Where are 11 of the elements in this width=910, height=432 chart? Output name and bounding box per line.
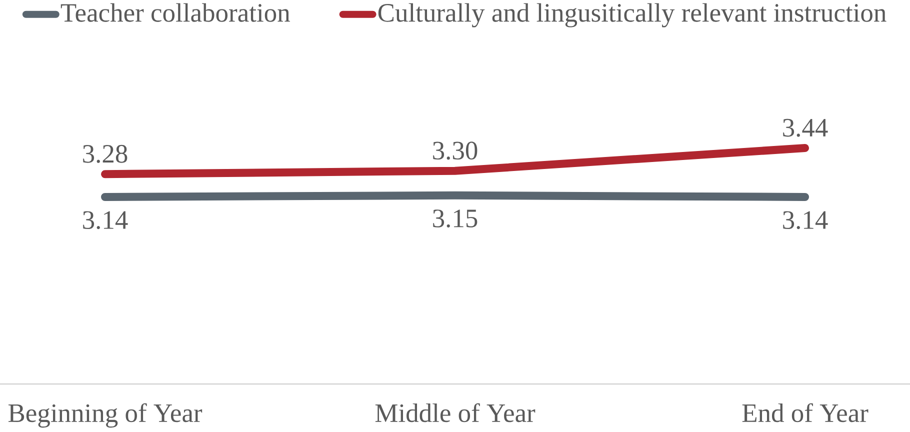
- x-tick-label: End of Year: [742, 403, 868, 422]
- data-label: 3.14: [783, 211, 828, 230]
- data-label: 3.14: [83, 211, 128, 230]
- data-label: 3.44: [783, 118, 828, 137]
- data-label: 3.15: [433, 210, 478, 228]
- legend-label: Teacher collaboration: [60, 3, 290, 22]
- x-tick-label: Middle of Year: [375, 403, 536, 422]
- data-label: 3.28: [83, 144, 128, 163]
- data-label: 3.30: [433, 142, 478, 160]
- x-tick-label: Beginning of Year: [8, 403, 202, 428]
- legend-label: Culturally and lingusitically relevant instruction: [378, 3, 886, 28]
